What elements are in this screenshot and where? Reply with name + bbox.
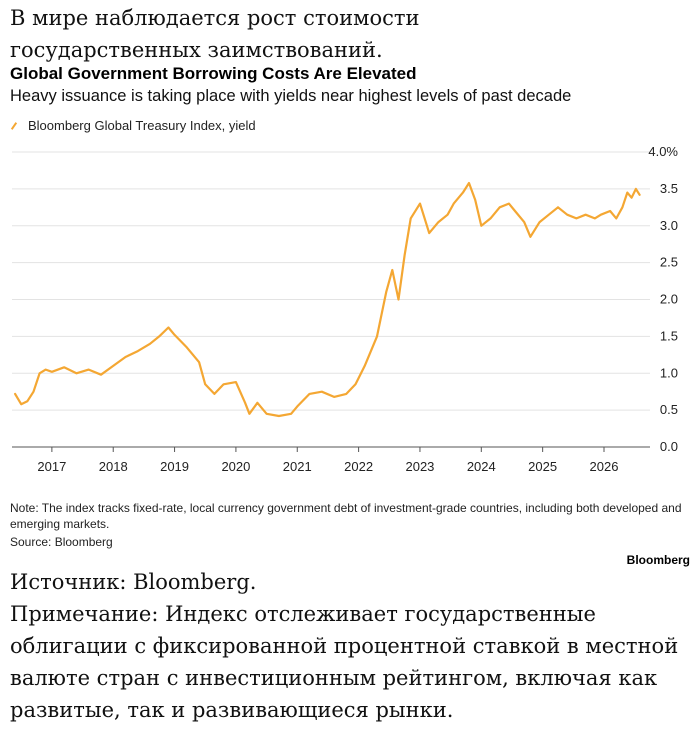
x-tick-label: 2017	[37, 459, 66, 474]
x-tick-label: 2024	[467, 459, 496, 474]
y-tick-label: 2.0	[660, 292, 678, 307]
legend-label: Bloomberg Global Treasury Index, yield	[28, 118, 256, 133]
chart-source: Source: Bloomberg	[10, 535, 113, 549]
note-line: Примечание: Индекс отслеживает государст…	[10, 602, 679, 722]
chart-subtitle: Heavy issuance is taking place with yiel…	[10, 87, 572, 105]
y-tick-label: 0.5	[660, 402, 678, 417]
y-tick-label: 3.5	[660, 181, 678, 196]
intro-text: В мире наблюдается рост стоимости госуда…	[10, 6, 420, 62]
x-tick-label: 2020	[221, 459, 250, 474]
chart-note: Note: The index tracks fixed-rate, local…	[10, 501, 682, 531]
x-tick-label: 2018	[99, 459, 128, 474]
y-tick-label: 4.0%	[648, 144, 678, 159]
x-tick-label: 2023	[405, 459, 434, 474]
y-tick-label: 0.0	[660, 439, 678, 454]
x-tick-label: 2026	[590, 459, 619, 474]
y-tick-label: 1.0	[660, 365, 678, 380]
y-tick-label: 3.0	[660, 218, 678, 233]
chart-legend: Bloomberg Global Treasury Index, yield	[10, 118, 256, 133]
x-tick-label: 2021	[283, 459, 312, 474]
bloomberg-logo: Bloomberg	[626, 553, 690, 567]
y-tick-label: 1.5	[660, 328, 678, 343]
line-chart: 4.0% 3.5 3.0 2.5 2.0 1.5 1.0 0.5 0.0 2017 2018 2019…	[12, 144, 678, 474]
x-tick-label: 2025	[528, 459, 557, 474]
outro-text: Источник: Bloomberg. Примечание: Индекс …	[10, 566, 690, 726]
series-line-0	[14, 181, 641, 418]
legend-swatch	[10, 121, 18, 130]
y-tick-label: 2.5	[660, 255, 678, 270]
source-line: Источник: Bloomberg.	[10, 570, 257, 594]
x-tick-label: 2019	[160, 459, 189, 474]
x-tick-label: 2022	[344, 459, 373, 474]
chart-title: Global Government Borrowing Costs Are El…	[10, 64, 417, 83]
